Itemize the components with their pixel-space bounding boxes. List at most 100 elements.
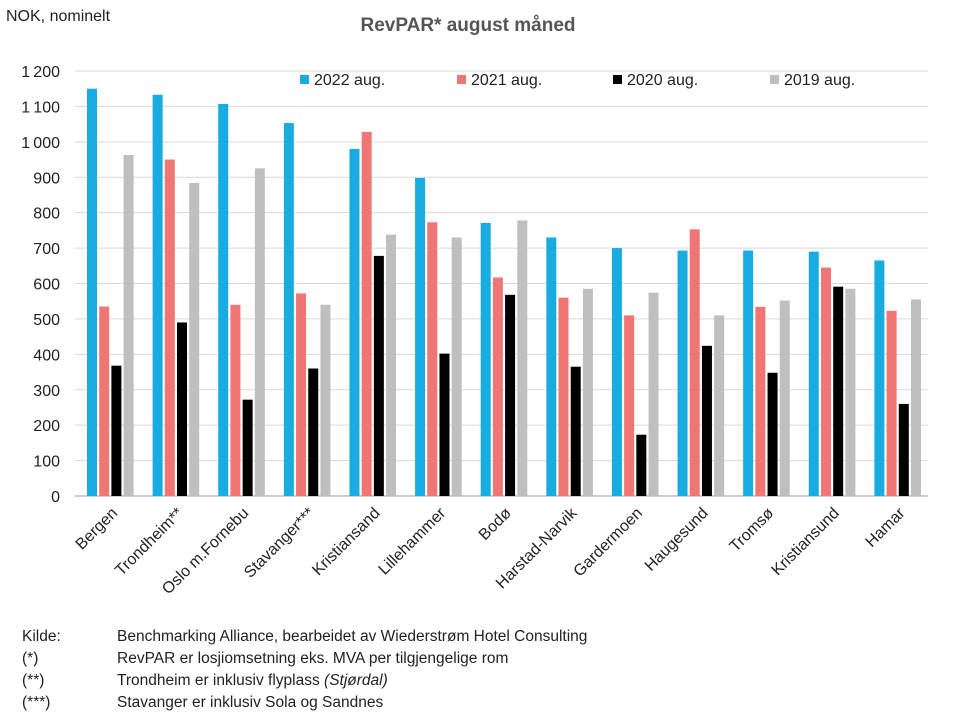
footnote-text-main: Trondheim er inklusiv flyplass — [117, 672, 325, 689]
bar — [624, 315, 635, 496]
footnote-text-main: Benchmarking Alliance, bearbeidet av Wie… — [117, 628, 588, 645]
legend-label: 2021 aug. — [471, 72, 542, 89]
footnote-text: Benchmarking Alliance, bearbeidet av Wie… — [117, 626, 587, 648]
bar — [714, 315, 725, 496]
bar — [546, 237, 557, 497]
bar — [570, 366, 581, 496]
bar — [152, 94, 163, 497]
bar — [451, 237, 462, 497]
x-tick-label: Gardermoen — [571, 505, 647, 581]
bar — [87, 88, 97, 496]
bar — [833, 286, 844, 496]
bar — [505, 294, 516, 496]
x-tick-label: Bergen — [73, 505, 122, 554]
bar — [820, 267, 831, 496]
bar — [283, 123, 294, 496]
bar — [242, 399, 253, 496]
y-tick-label: 500 — [33, 312, 60, 329]
y-tick-label: 300 — [33, 383, 60, 400]
bar — [296, 293, 307, 496]
bar — [898, 403, 909, 496]
y-tick-label: 1 100 — [21, 99, 60, 116]
bar — [755, 306, 766, 496]
bar — [177, 322, 188, 496]
bar — [123, 154, 134, 496]
bar — [767, 372, 778, 496]
x-tick-label: Haugesund — [642, 505, 712, 575]
bar — [701, 345, 712, 496]
bar — [582, 288, 593, 496]
bar — [480, 222, 491, 496]
bar — [808, 251, 819, 496]
bar — [308, 368, 319, 496]
bar — [743, 250, 754, 496]
y-tick-label: 1 200 — [21, 64, 60, 81]
footnote-key: (*) — [22, 650, 39, 667]
x-tick-label: Trondheim** — [112, 505, 186, 579]
bar — [517, 220, 528, 497]
footnote-key: (***) — [22, 694, 51, 711]
y-tick-label: 600 — [33, 277, 60, 294]
legend-label: 2020 aug. — [627, 72, 698, 89]
y-tick-label: 800 — [33, 206, 60, 223]
y-tick-label: 1 000 — [21, 135, 60, 152]
x-tick-label: Kristiansand — [309, 505, 383, 579]
x-tick-label: Stavanger*** — [241, 505, 318, 582]
footnote-text: Trondheim er inklusiv flyplass (Stjørdal… — [117, 670, 388, 692]
legend-label: 2022 aug. — [314, 72, 385, 89]
x-tick-label: Bodø — [476, 505, 515, 544]
footnote-text: RevPAR er losjiomsetning eks. MVA per ti… — [117, 648, 508, 670]
bar — [427, 222, 438, 496]
x-tick-label: Hamar — [863, 504, 909, 550]
y-tick-label: 100 — [33, 454, 60, 471]
bar — [164, 159, 175, 496]
bar — [886, 310, 897, 496]
bar — [320, 304, 331, 496]
bar — [99, 306, 110, 496]
y-tick-label: 700 — [33, 241, 60, 258]
bar — [558, 297, 569, 496]
legend-swatch — [613, 75, 622, 84]
y-tick-labels: 0 100 200 300 400 500 600 700 800 900 1 000 1 100 1 … — [21, 64, 60, 506]
y-tick-label: 400 — [33, 347, 60, 364]
legend-swatch — [457, 75, 466, 84]
legend-swatch — [300, 75, 309, 84]
bar — [254, 168, 265, 497]
chart-y-axis-label: NOK, nominelt — [6, 8, 111, 25]
bar — [636, 434, 647, 496]
footnote-text-main: Stavanger er inklusiv Sola og Sandnes — [117, 694, 384, 711]
bar — [189, 182, 200, 496]
bar — [386, 234, 397, 496]
bar — [218, 103, 229, 496]
bar — [779, 300, 790, 496]
x-tick-label: Lillehammer — [376, 504, 450, 578]
bar — [492, 277, 503, 496]
bar — [845, 288, 856, 496]
bar — [415, 177, 426, 497]
y-tick-label: 0 — [51, 489, 60, 506]
footnote-key: Kilde: — [22, 628, 61, 645]
bar — [611, 248, 622, 496]
x-tick-label: Kristiansund — [769, 505, 843, 579]
bar — [373, 255, 384, 496]
bar — [677, 250, 688, 496]
bars — [87, 88, 921, 497]
legend: 2022 aug. 2021 aug. 2020 aug. 2019 aug. — [300, 72, 855, 89]
legend-label: 2019 aug. — [784, 72, 855, 89]
footnote-note: (Stjørdal) — [324, 672, 388, 689]
legend-swatch — [770, 75, 779, 84]
bar — [111, 365, 122, 496]
bar — [439, 353, 450, 496]
bar — [910, 299, 921, 496]
y-tick-label: 900 — [33, 170, 60, 187]
revpar-chart: NOK, nominelt RevPAR* august måned 0 100 2… — [6, 8, 928, 598]
chart-title: RevPAR* august måned — [360, 15, 575, 36]
bar — [874, 260, 885, 496]
footnote-text: Stavanger er inklusiv Sola og Sandnes — [117, 692, 383, 714]
footnote-key: (**) — [22, 672, 45, 689]
footnote-text-main: RevPAR er losjiomsetning eks. MVA per ti… — [117, 650, 509, 667]
bar — [648, 292, 659, 496]
bar — [361, 131, 372, 496]
y-tick-label: 200 — [33, 418, 60, 435]
